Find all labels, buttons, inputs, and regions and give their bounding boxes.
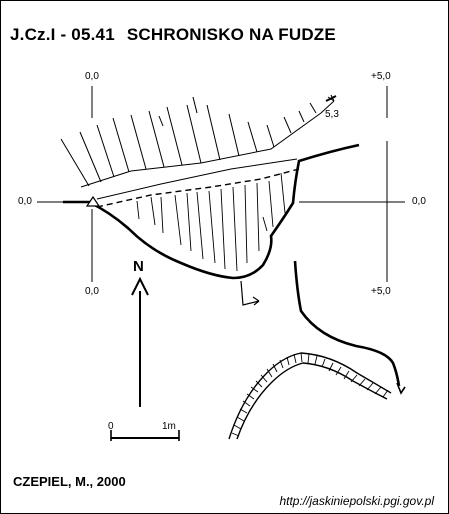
passage-arrow [240, 280, 260, 306]
coordinate-grid [37, 86, 405, 282]
floor-hachures [136, 172, 286, 272]
coord-label-bottom-right: +5,0 [371, 286, 391, 297]
coord-label-right-axis: 0,0 [412, 196, 426, 207]
coord-label-top-right: +5,0 [371, 71, 391, 82]
author-credit: CZEPIEL, M., 2000 [13, 474, 126, 489]
dripline-dashed [96, 168, 300, 208]
scale-end-label: 1m [162, 421, 176, 432]
source-url: http://jaskiniepolski.pgi.gov.pl [279, 494, 434, 508]
slope-edge-line [80, 100, 335, 188]
survey-point-marker [85, 195, 101, 207]
scale-bar [110, 430, 180, 441]
north-label: N [133, 258, 144, 275]
coord-label-top-left: 0,0 [85, 71, 99, 82]
rock-cliff-symbol [228, 352, 392, 440]
lower-wall-outline [293, 260, 401, 387]
map-title: J.Cz.I - 05.41 SCHRONISKO NA FUDZE [10, 25, 336, 45]
slope-hachures [60, 94, 337, 188]
scale-start-label: 0 [108, 421, 114, 432]
cave-name: SCHRONISKO NA FUDZE [126, 25, 336, 44]
cave-outline [63, 143, 360, 280]
cave-edge-line [96, 158, 298, 200]
north-arrow [131, 276, 149, 407]
coord-label-bottom-left: 0,0 [85, 286, 99, 297]
cave-code: J.Cz.I - 05.41 [10, 25, 115, 44]
coord-label-left-axis: 0,0 [18, 196, 32, 207]
slope-label: 5,3 [325, 109, 339, 120]
